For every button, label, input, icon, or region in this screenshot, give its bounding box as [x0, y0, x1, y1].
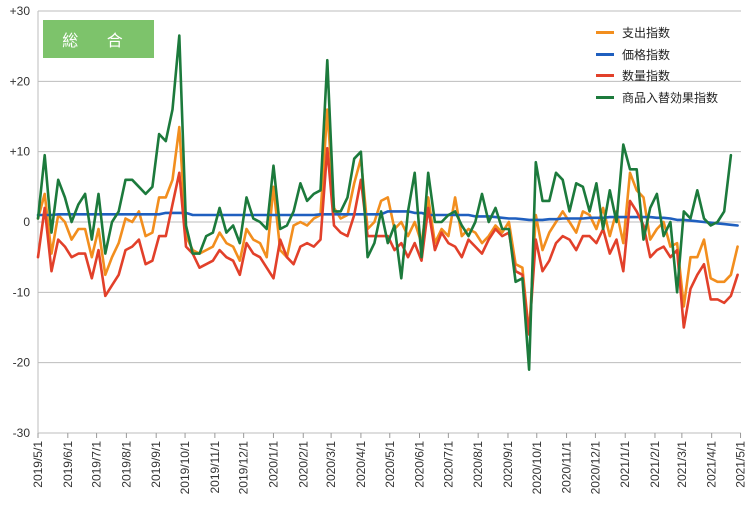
- legend: 支出指数価格指数数量指数商品入替効果指数: [596, 22, 718, 108]
- category-badge-label: 総 合: [62, 33, 135, 50]
- y-tick-label: -10: [13, 285, 31, 299]
- y-tick-label: -30: [13, 426, 31, 440]
- y-tick-label: -20: [13, 356, 31, 370]
- legend-swatch: [596, 95, 614, 99]
- y-tick-label: 0: [23, 215, 30, 229]
- legend-item: 商品入替効果指数: [596, 87, 718, 109]
- legend-label: 支出指数: [622, 26, 671, 41]
- y-tick-label: +30: [10, 4, 31, 18]
- x-tick-label: 2020/6/1: [413, 441, 427, 488]
- x-tick-label: 2021/3/1: [675, 441, 689, 488]
- legend-swatch: [596, 74, 614, 78]
- x-tick-label: 2020/10/1: [530, 441, 544, 495]
- x-tick-label: 2020/11/1: [560, 441, 574, 494]
- series-line-0: [36, 108, 739, 336]
- legend-label: 数量指数: [622, 69, 671, 84]
- x-tick-label: 2020/8/1: [471, 441, 485, 488]
- y-tick-label: +10: [10, 145, 31, 159]
- x-tick-label: 2020/12/1: [588, 441, 602, 495]
- x-tick-label: 2020/9/1: [501, 441, 515, 488]
- legend-item: 価格指数: [596, 44, 718, 66]
- series-line-3: [36, 34, 733, 372]
- x-tick-label: 2019/6/1: [61, 441, 75, 488]
- y-axis-tick-labels: +30 +20 +10 0 -10 -20 -30: [10, 4, 31, 440]
- x-tick-label: 2020/2/1: [296, 441, 310, 488]
- x-tick-label: 2019/7/1: [90, 441, 104, 488]
- x-tick-label: 2019/5/1: [31, 441, 45, 488]
- x-tick-label: 2020/1/1: [266, 441, 280, 488]
- x-tick-label: 2019/10/1: [178, 441, 192, 495]
- x-tick-label: 2019/12/1: [237, 441, 251, 495]
- x-tick-label: 2019/8/1: [119, 441, 133, 488]
- axes: [37, 11, 742, 438]
- legend-label: 商品入替効果指数: [622, 90, 719, 105]
- x-tick-label: 2021/1/1: [618, 441, 632, 488]
- legend-item: 支出指数: [596, 22, 718, 44]
- legend-item: 数量指数: [596, 65, 718, 87]
- legend-swatch: [596, 31, 614, 35]
- series-lines: [36, 34, 739, 372]
- series-line-1: [36, 210, 739, 227]
- series-line-2: [36, 146, 739, 336]
- x-tick-label: 2020/4/1: [354, 441, 368, 488]
- x-tick-label: 2019/11/1: [208, 441, 222, 494]
- category-badge: 総 合: [43, 20, 154, 58]
- x-tick-label: 2021/4/1: [705, 441, 719, 488]
- legend-label: 価格指数: [622, 47, 671, 62]
- x-tick-label: 2020/5/1: [383, 441, 397, 488]
- x-tick-label: 2020/7/1: [441, 441, 455, 488]
- x-tick-label: 2021/2/1: [648, 441, 662, 488]
- x-tick-label: 2019/9/1: [149, 441, 163, 488]
- legend-swatch: [596, 52, 614, 56]
- x-tick-label: 2021/5/1: [734, 441, 745, 488]
- y-tick-label: +20: [10, 74, 31, 88]
- x-axis-tick-labels: 2019/5/1 2019/6/1 2019/7/1 2019/8/1 2019/9/1…: [31, 441, 745, 495]
- x-tick-label: 2020/3/1: [324, 441, 338, 488]
